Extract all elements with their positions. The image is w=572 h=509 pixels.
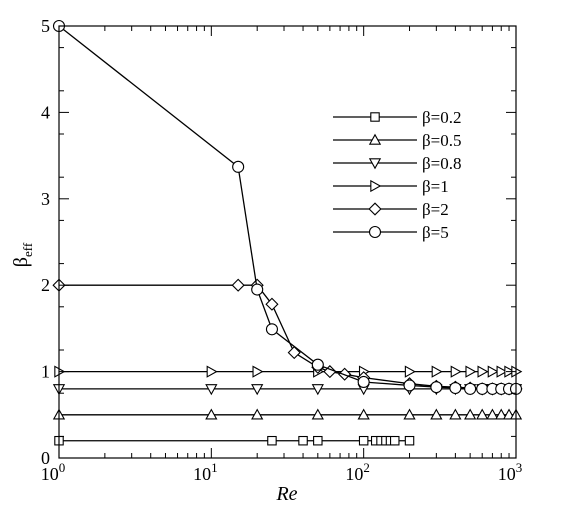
legend-label: β=5 (422, 223, 449, 242)
data-point (476, 382, 489, 395)
y-axis-label-sub: eff (20, 242, 35, 257)
data-point (450, 365, 462, 378)
data-point (357, 375, 370, 389)
data-point (298, 435, 308, 446)
data-point (403, 408, 416, 420)
legend-entry: β=0.5 (333, 131, 462, 150)
data-point (267, 435, 277, 446)
y-tick-label: 1 (41, 362, 50, 382)
data-point (313, 435, 323, 446)
data-point (464, 382, 477, 395)
axes: 100 101 102 103 0 1 2 3 4 5 (41, 16, 523, 484)
series-4 (54, 365, 523, 378)
y-tick-label: 3 (41, 189, 50, 209)
data-point (265, 323, 279, 336)
legend-label: β=2 (422, 200, 449, 219)
legend-marker (368, 225, 382, 239)
data-point (495, 408, 508, 420)
legend-label: β=0.2 (422, 108, 462, 127)
legend-entry: β=5 (333, 223, 449, 242)
x-tick-label: 100 (41, 460, 66, 484)
data-point (449, 381, 462, 395)
series-1 (54, 435, 415, 446)
data-point (252, 365, 264, 378)
plot-area (52, 19, 523, 446)
legend-label: β=1 (422, 177, 449, 196)
y-tick-label: 2 (41, 275, 50, 295)
legend-marker (370, 179, 382, 193)
data-point (487, 365, 499, 378)
data-point (311, 358, 324, 371)
legend-marker (368, 158, 382, 170)
data-point (287, 346, 301, 360)
data-point (390, 435, 400, 446)
legend-label: β=0.8 (422, 154, 462, 173)
data-point (496, 365, 508, 378)
series-6 (52, 19, 523, 395)
legend-entry: β=0.2 (333, 108, 462, 127)
data-point (403, 379, 416, 392)
data-point (476, 408, 489, 420)
legend-entry: β=0.8 (333, 154, 462, 173)
legend-marker (370, 112, 380, 122)
y-axis-label-base: β (10, 257, 32, 267)
data-point (311, 384, 324, 396)
y-tick-label: 0 (41, 448, 50, 468)
y-tick-label: 4 (41, 102, 50, 122)
data-point (251, 408, 264, 420)
data-point (431, 365, 443, 378)
series-5 (52, 278, 523, 396)
data-point (251, 384, 264, 396)
plot-frame (58, 25, 517, 459)
data-point (311, 408, 324, 420)
x-tick-label: 102 (345, 460, 370, 484)
x-tick-label: 103 (498, 460, 523, 484)
data-point (231, 278, 245, 292)
data-point (357, 408, 370, 420)
data-point (430, 408, 443, 420)
data-point (430, 381, 443, 394)
data-point (404, 365, 416, 378)
x-tick-label: 101 (193, 460, 218, 484)
legend-entry: β=1 (333, 177, 449, 196)
data-point (358, 435, 369, 446)
data-point (323, 365, 337, 379)
y-axis-label: βeff (10, 242, 35, 267)
legend: β=0.2 β=0.5 β=0.8 β=1 β=2 β=5 (333, 108, 462, 242)
data-point (265, 297, 279, 311)
x-axis-label: Re (275, 483, 297, 505)
series-2 (52, 408, 523, 420)
data-point (205, 384, 218, 396)
y-tick-label: 5 (41, 16, 50, 36)
data-point (486, 408, 499, 420)
legend-label: β=0.5 (422, 131, 462, 150)
data-point (449, 408, 462, 420)
data-point (464, 408, 477, 420)
data-point (232, 160, 245, 173)
legend-marker (368, 202, 382, 216)
data-point (206, 365, 218, 378)
data-point (404, 435, 415, 446)
data-point (251, 283, 264, 296)
data-point (205, 408, 218, 420)
series-line (59, 284, 516, 390)
legend-marker (368, 133, 382, 145)
data-point (465, 365, 477, 378)
data-point (477, 365, 489, 378)
legend-entry: β=2 (333, 200, 449, 219)
